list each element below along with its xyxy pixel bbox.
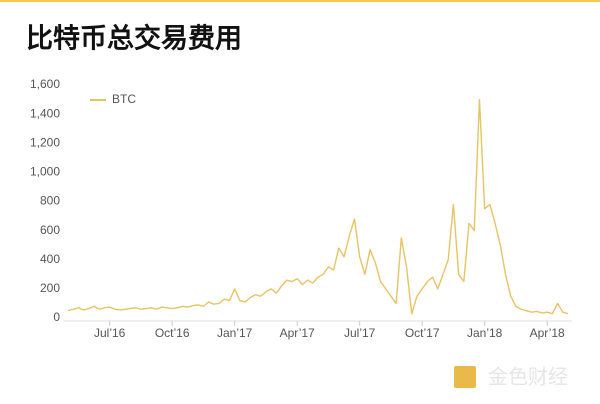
x-tick-label: Oct’16 bbox=[155, 326, 190, 340]
y-tick-label: 1,400 bbox=[30, 106, 60, 120]
legend-label: BTC bbox=[112, 92, 136, 106]
y-tick-label: 200 bbox=[40, 281, 60, 295]
x-tick-label: Jan’18 bbox=[467, 326, 503, 340]
x-tick-label: Oct’17 bbox=[405, 326, 440, 340]
y-tick-label: 600 bbox=[40, 223, 60, 237]
x-tick-label: Jan’17 bbox=[217, 326, 253, 340]
y-tick-label: 1,200 bbox=[30, 135, 60, 149]
y-tick-label: 1,000 bbox=[30, 165, 60, 179]
y-tick-label: 0 bbox=[53, 310, 60, 324]
top-border bbox=[0, 0, 600, 2]
x-tick-label: Apr’18 bbox=[530, 326, 565, 340]
logo-icon bbox=[454, 366, 476, 388]
y-tick-label: 800 bbox=[40, 194, 60, 208]
watermark: 金色财经 bbox=[488, 365, 568, 389]
chart-title: 比特币总交易费用 bbox=[26, 23, 242, 55]
x-tick-label: Jul’17 bbox=[344, 326, 376, 340]
line bbox=[67, 98, 569, 315]
x-tick-label: Jul’16 bbox=[94, 326, 126, 340]
y-tick-label: 1,600 bbox=[30, 77, 60, 91]
y-tick-label: 400 bbox=[40, 252, 60, 266]
x-tick-label: Apr’17 bbox=[280, 326, 315, 340]
